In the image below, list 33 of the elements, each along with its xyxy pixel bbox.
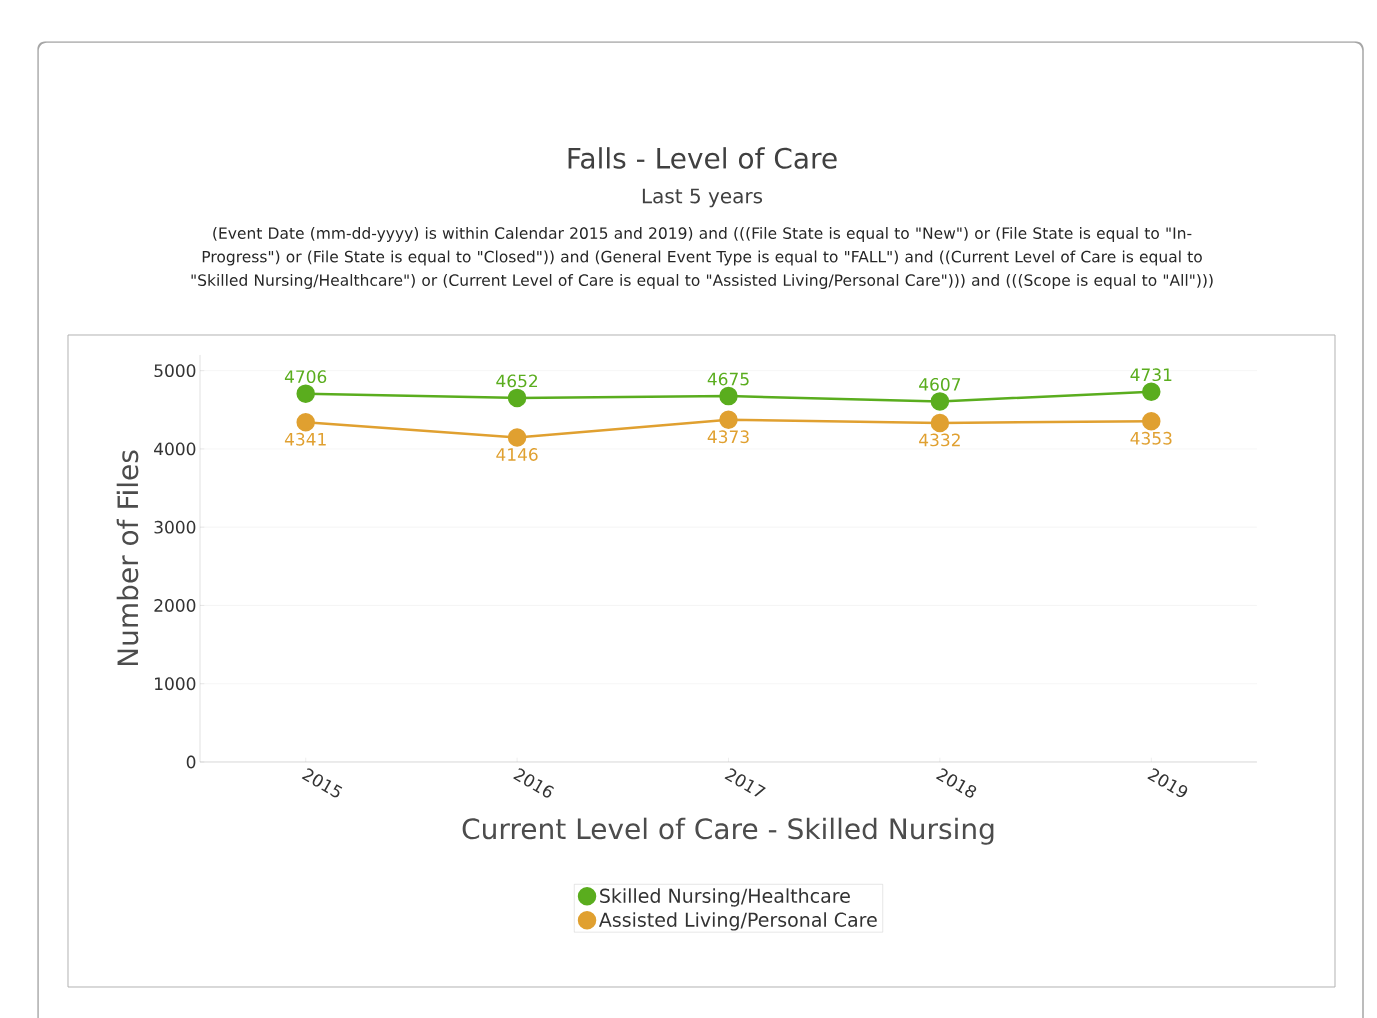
data-label: 4373 (707, 430, 749, 444)
x-axis-title: Current Level of Care - Skilled Nursing (462, 817, 994, 845)
data-label: 4146 (496, 448, 538, 461)
data-label: 4706 (284, 370, 327, 384)
data-label: 4332 (919, 433, 960, 447)
point (1142, 412, 1161, 431)
data-label: 4652 (496, 374, 538, 388)
point (719, 386, 738, 406)
legend-label: Assisted Living/Personal Care (598, 912, 877, 931)
data-label: 4353 (1130, 431, 1172, 445)
point (507, 428, 527, 447)
y-tick-label: 1000 (155, 677, 196, 691)
point (719, 410, 738, 429)
point (1142, 382, 1161, 401)
point (507, 388, 527, 408)
data-label: 4607 (919, 377, 961, 391)
point (296, 384, 315, 403)
point (296, 412, 315, 432)
y-tick-label: 0 (186, 755, 196, 769)
point (930, 413, 950, 433)
y-tick-label: 4000 (154, 442, 196, 456)
chart-subtitle: Last 5 years (642, 188, 763, 208)
y-tick-label: 5000 (154, 364, 196, 378)
data-label: 4341 (284, 432, 326, 446)
legend-label: Skilled Nursing/Healthcare (600, 888, 850, 907)
point (930, 392, 950, 411)
y-tick-label: 2000 (154, 599, 196, 612)
data-label: 4731 (1130, 368, 1172, 382)
y-tick-label: 3000 (154, 520, 196, 534)
text: (Event Date (mm-dd-yyyy) is within Calendar 2015 and 2019) and (((File State is equal to "New") or (File State is equal to "In-Progress") or (File State is equal to "Closed")) and (General Event Type is equal to "FALL") and ((Current Level of Care is equal to "Skilled Nursing/Healthcare") or (Current Level of Care is equal to "Assisted Living/Personal Care"))) and (((Scope is equal to "All"))) (191, 226, 1213, 289)
chart-title: Falls - Level of Care (568, 147, 837, 169)
data-label: 4675 (707, 372, 749, 386)
y-axis-title: Number of Files (116, 450, 139, 666)
